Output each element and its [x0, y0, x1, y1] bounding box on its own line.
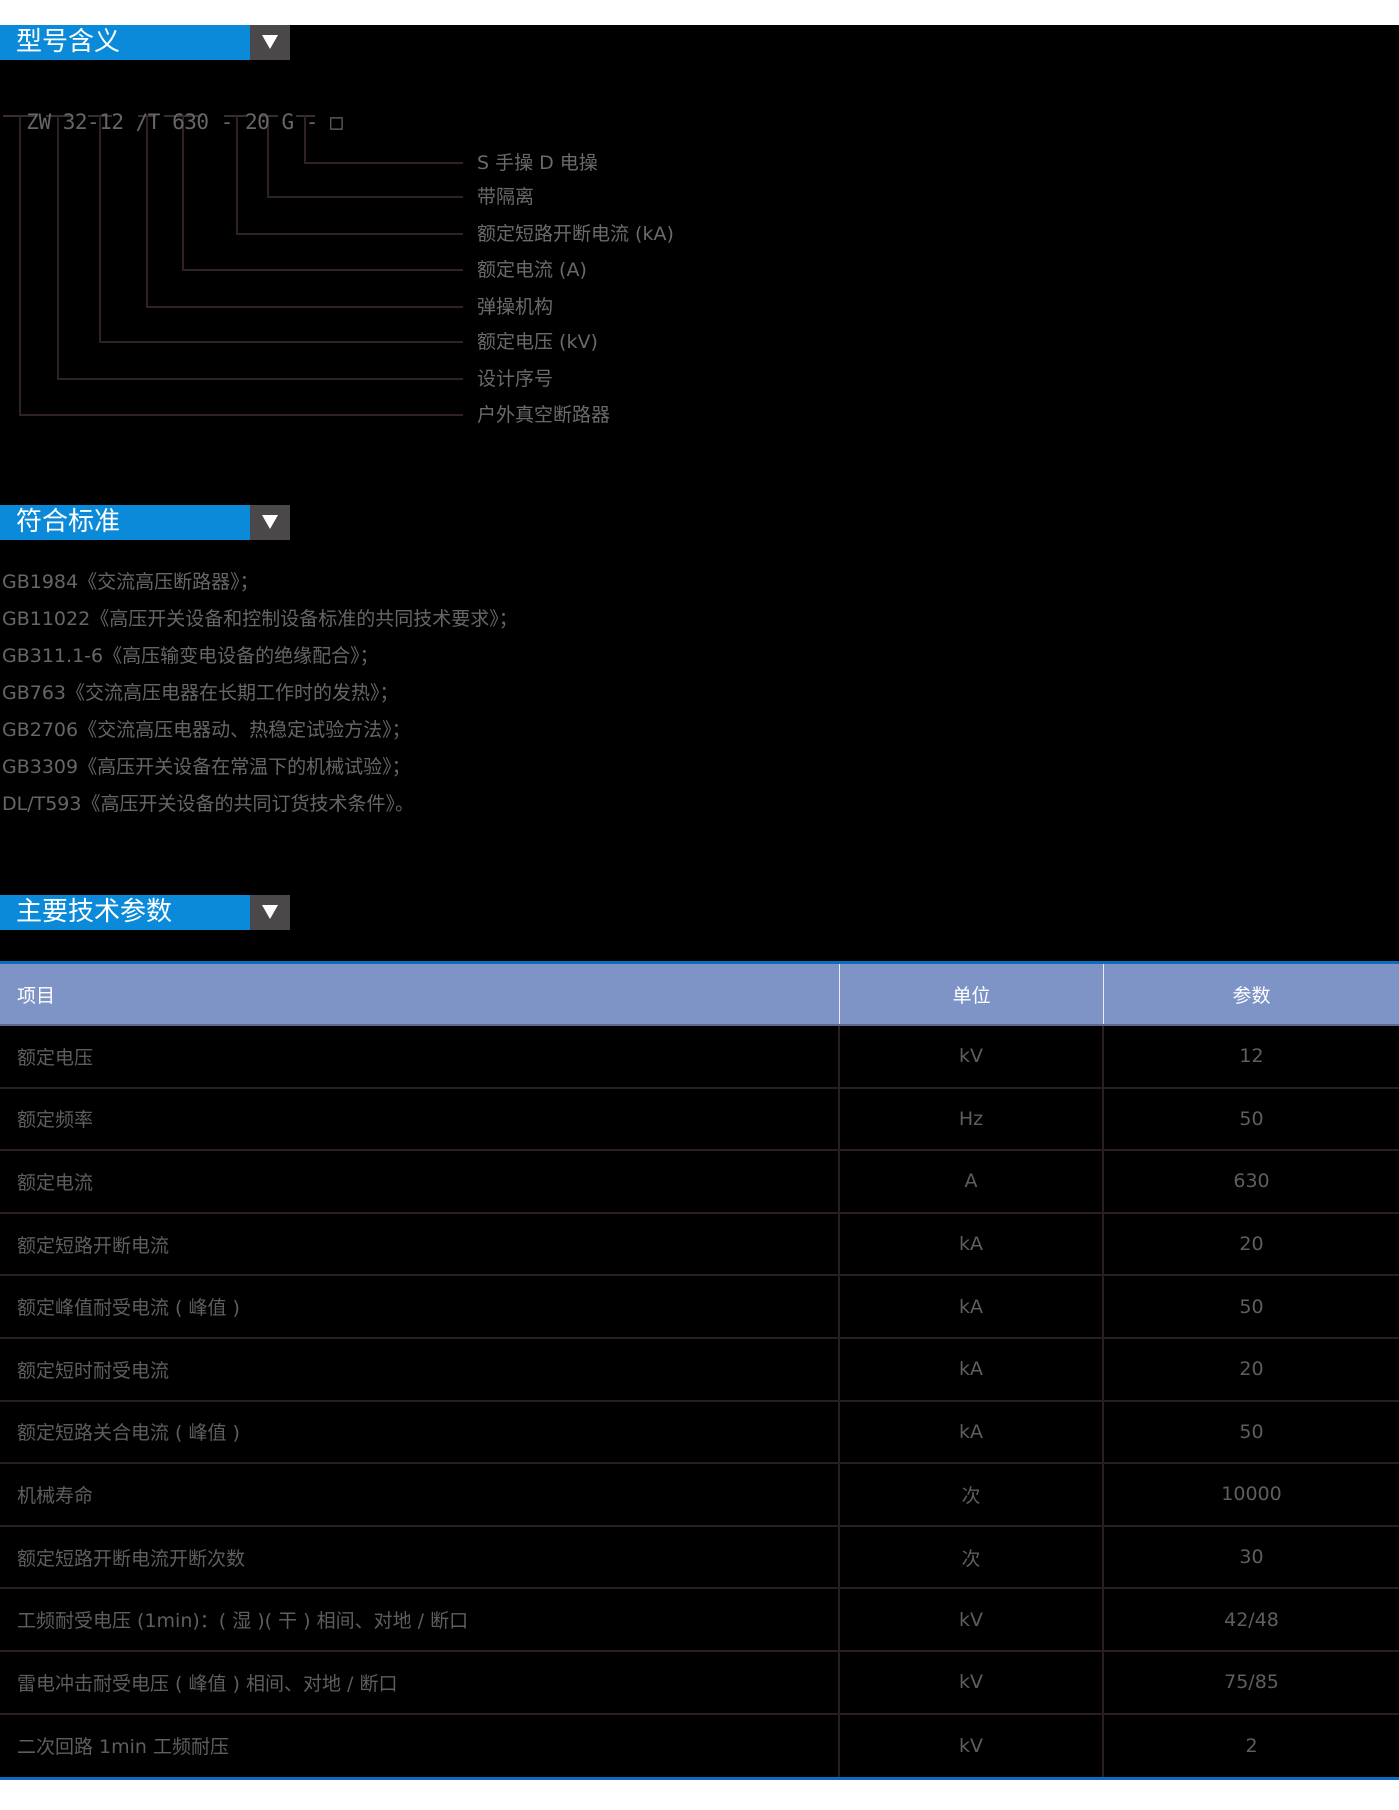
section-title-model: 型号含义	[0, 25, 250, 60]
table-row: 工频耐受电压 (1min)：( 湿 )( 干 ) 相间、对地 / 断口 kV 4…	[0, 1589, 1399, 1652]
cell-item: 额定短路关合电流 ( 峰值 )	[0, 1401, 840, 1463]
collapse-toggle-standards[interactable]	[250, 505, 290, 540]
model-code: ZW 32-12 /T 630 - 20 G - □	[2, 86, 342, 134]
table-row: 二次回路 1min 工频耐压 kV 2	[0, 1714, 1399, 1778]
cell-unit: A	[840, 1151, 1104, 1212]
cell-unit: kA	[840, 1276, 1104, 1337]
cell-item: 额定频率	[0, 1088, 840, 1150]
table-row: 额定电压 kV 12	[0, 1026, 1399, 1089]
code-part-box: □	[330, 110, 343, 134]
triangle-down-icon	[262, 35, 278, 49]
collapse-toggle-model[interactable]	[250, 25, 290, 60]
cell-unit: kV	[840, 1026, 1104, 1087]
standard-item: DL/T593《高压开关设备的共同订货技术条件》。	[2, 793, 414, 815]
model-code-diagram	[3, 115, 463, 416]
cell-unit: kA	[840, 1401, 1104, 1463]
cell-item: 工频耐受电压 (1min)：( 湿 )( 干 ) 相间、对地 / 断口	[0, 1589, 840, 1650]
cell-item: 机械寿命	[0, 1464, 840, 1525]
cell-item: 额定短路开断电流	[0, 1213, 840, 1275]
column-header-unit: 单位	[840, 964, 1104, 1024]
code-part-dash1: -	[220, 110, 234, 134]
cell-value: 2	[1245, 1734, 1258, 1757]
code-part-g: G	[281, 110, 294, 134]
column-header-value: 参数	[1232, 984, 1271, 1007]
code-part-630: 630	[172, 110, 209, 134]
code-part-zw: ZW	[26, 110, 51, 134]
table-header-row: 项目 单位 参数	[0, 964, 1399, 1026]
cell-item: 额定峰值耐受电流 ( 峰值 )	[0, 1276, 840, 1337]
standard-item: GB311.1-6《高压输变电设备的绝缘配合》；	[2, 645, 379, 667]
cell-unit: 次	[840, 1464, 1104, 1525]
table-row: 额定短路开断电流 kA 20	[0, 1213, 1399, 1277]
cell-value: 12	[1239, 1045, 1264, 1068]
code-part-32: 32	[62, 110, 88, 134]
code-part-t: T	[147, 110, 161, 134]
code-part-slash: /	[135, 110, 149, 134]
standard-item: GB11022《高压开关设备和控制设备标准的共同技术要求》；	[2, 608, 518, 630]
table-row: 额定频率 Hz 50	[0, 1088, 1399, 1152]
cell-unit: kA	[840, 1338, 1104, 1400]
legend-rated-voltage: 额定电压 (kV)	[477, 331, 598, 353]
cell-value: 42/48	[1224, 1608, 1279, 1631]
standard-item: GB763《交流高压电器在长期工作时的发热》；	[2, 682, 399, 704]
legend-spring-mechanism: 弹操机构	[477, 296, 554, 318]
table-row: 额定短时耐受电流 kA 20	[0, 1338, 1399, 1402]
table-row: 机械寿命 次 10000	[0, 1464, 1399, 1527]
cell-unit: 次	[840, 1526, 1104, 1588]
code-part-dash2: -	[305, 110, 319, 134]
cell-item: 雷电冲击耐受电压 ( 峰值 ) 相间、对地 / 断口	[0, 1651, 840, 1713]
cell-value: 20	[1239, 1358, 1264, 1381]
cell-value: 75/85	[1224, 1671, 1279, 1694]
legend-rated-current: 额定电流 (A)	[477, 259, 587, 281]
cell-unit: kV	[840, 1589, 1104, 1650]
cell-unit: kV	[840, 1651, 1104, 1713]
column-header-item: 项目	[0, 964, 840, 1024]
triangle-down-icon	[262, 515, 278, 529]
cell-value: 50	[1239, 1295, 1264, 1318]
standard-item: GB1984《交流高压断路器》；	[2, 571, 259, 593]
legend-operation: S 手操 D 电操	[477, 152, 598, 174]
section-header-model[interactable]: 型号含义	[0, 25, 290, 60]
table-row: 雷电冲击耐受电压 ( 峰值 ) 相间、对地 / 断口 kV 75/85	[0, 1651, 1399, 1715]
table-row: 额定短路开断电流开断次数 次 30	[0, 1526, 1399, 1590]
triangle-down-icon	[262, 905, 278, 919]
legend-isolation: 带隔离	[477, 186, 535, 208]
table-row: 额定电流 A 630	[0, 1151, 1399, 1214]
collapse-toggle-params[interactable]	[250, 895, 290, 930]
cell-item: 额定电流	[0, 1151, 840, 1212]
legend-design-number: 设计序号	[477, 368, 554, 390]
legend-outdoor-vcb: 户外真空断路器	[477, 404, 611, 426]
cell-unit: kA	[840, 1213, 1104, 1275]
section-header-params[interactable]: 主要技术参数	[0, 895, 290, 930]
section-title-params: 主要技术参数	[0, 895, 250, 930]
section-header-standards[interactable]: 符合标准	[0, 505, 290, 540]
cell-unit: Hz	[840, 1088, 1104, 1150]
section-title-standards: 符合标准	[0, 505, 250, 540]
standard-item: GB3309《高压开关设备在常温下的机械试验》；	[2, 756, 411, 778]
cell-item: 额定电压	[0, 1026, 840, 1087]
cell-item: 额定短路开断电流开断次数	[0, 1526, 840, 1588]
params-table: 项目 单位 参数 额定电压 kV 12 额定频率 Hz 50 额定电流 A 63…	[0, 961, 1399, 1781]
cell-value: 50	[1239, 1420, 1264, 1443]
cell-item: 额定短时耐受电流	[0, 1338, 840, 1400]
table-row: 额定短路关合电流 ( 峰值 ) kA 50	[0, 1401, 1399, 1465]
cell-value: 30	[1239, 1546, 1264, 1569]
code-part-12: -12	[87, 110, 124, 134]
cell-value: 20	[1239, 1233, 1264, 1256]
legend-breaking-current: 额定短路开断电流 (kA)	[477, 223, 674, 245]
cell-unit: kV	[840, 1714, 1104, 1778]
code-part-20: 20	[245, 110, 270, 134]
cell-item: 二次回路 1min 工频耐压	[0, 1714, 840, 1778]
table-row: 额定峰值耐受电流 ( 峰值 ) kA 50	[0, 1276, 1399, 1339]
cell-value: 10000	[1221, 1483, 1282, 1506]
cell-value: 50	[1239, 1107, 1264, 1130]
cell-value: 630	[1233, 1170, 1270, 1193]
standard-item: GB2706《交流高压电器动、热稳定试验方法》；	[2, 719, 411, 741]
